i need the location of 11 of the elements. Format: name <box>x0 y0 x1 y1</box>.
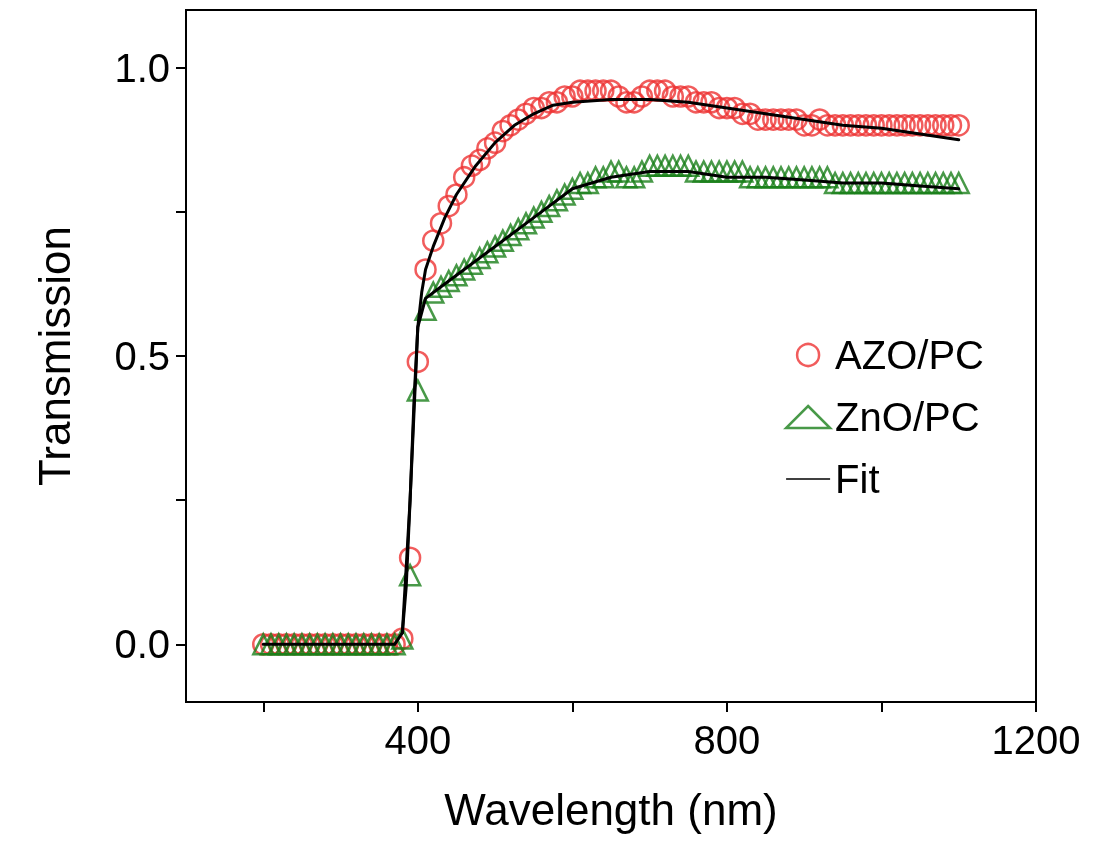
y-tick-label: 0.0 <box>114 622 170 667</box>
x-tick-label: 800 <box>693 718 761 762</box>
legend-label: Fit <box>835 457 880 501</box>
y-tick-label: 1.0 <box>114 45 170 90</box>
y-axis-title: Transmission <box>29 226 79 486</box>
y-tick-label: 0.5 <box>114 334 170 378</box>
x-tick-label: 1200 <box>991 718 1081 762</box>
x-tick-label: 400 <box>384 718 452 762</box>
legend-label: ZnO/PC <box>835 395 980 439</box>
x-axis-title: Wavelength (nm) <box>444 784 778 834</box>
legend-label: AZO/PC <box>835 333 984 377</box>
